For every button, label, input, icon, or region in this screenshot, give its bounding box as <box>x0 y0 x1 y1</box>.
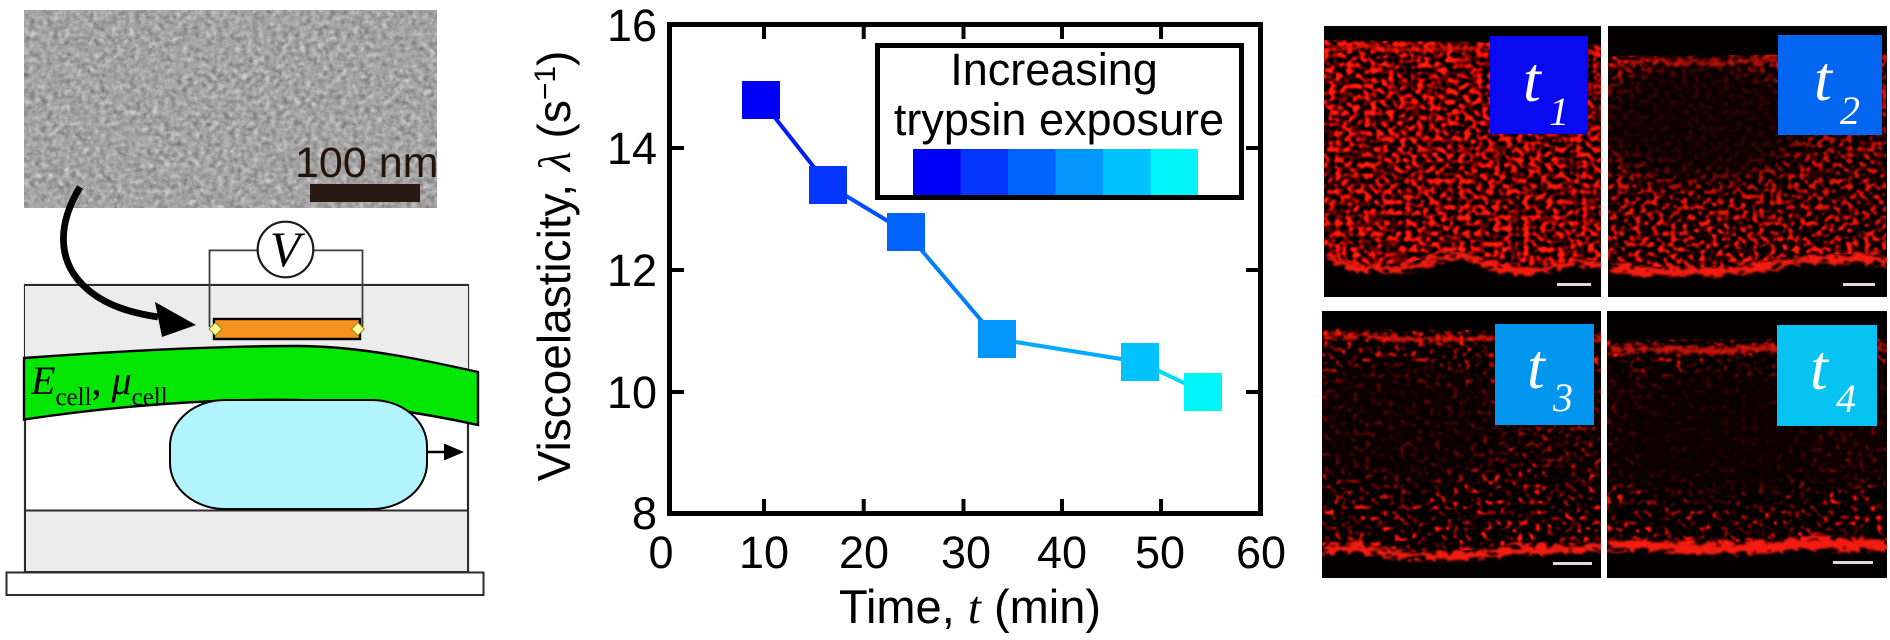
svg-text:0: 0 <box>648 527 673 578</box>
svg-text:12: 12 <box>607 245 657 296</box>
svg-text:trypsin exposure: trypsin exposure <box>894 94 1224 145</box>
svg-text:16: 16 <box>607 0 657 51</box>
svg-text:8: 8 <box>632 488 657 539</box>
svg-text:1: 1 <box>1549 89 1569 134</box>
svg-text:2: 2 <box>1840 88 1860 133</box>
svg-text:20: 20 <box>839 527 889 578</box>
svg-text:50: 50 <box>1135 527 1185 578</box>
svg-text:t: t <box>1523 44 1543 115</box>
svg-text:60: 60 <box>1236 527 1286 578</box>
svg-text:40: 40 <box>1037 527 1087 578</box>
svg-text:30: 30 <box>941 527 991 578</box>
svg-text:14: 14 <box>607 123 657 174</box>
svg-text:t: t <box>1810 332 1830 403</box>
svg-text:100 nm: 100 nm <box>295 139 438 187</box>
svg-text:Ecell, μcell: Ecell, μcell <box>30 358 168 411</box>
svg-text:3: 3 <box>1552 375 1573 420</box>
svg-text:V: V <box>270 221 306 277</box>
svg-text:10: 10 <box>607 367 657 418</box>
svg-text:Viscoelasticity, λ (s−1): Viscoelasticity, λ (s−1) <box>528 51 580 482</box>
svg-text:10: 10 <box>739 527 789 578</box>
svg-text:Increasing: Increasing <box>950 44 1158 95</box>
svg-text:4: 4 <box>1836 376 1856 421</box>
svg-text:Time, t (min): Time, t (min) <box>839 580 1101 634</box>
svg-text:t: t <box>1814 43 1834 114</box>
svg-text:t: t <box>1527 331 1547 402</box>
